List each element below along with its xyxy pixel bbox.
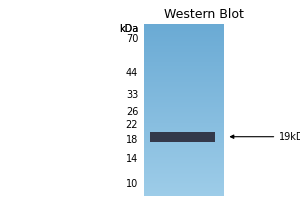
Text: 70: 70 xyxy=(126,34,138,44)
Text: 22: 22 xyxy=(126,120,138,130)
Text: 33: 33 xyxy=(126,90,138,100)
Text: 44: 44 xyxy=(126,68,138,78)
Text: 26: 26 xyxy=(126,107,138,117)
Text: 19kDa: 19kDa xyxy=(279,132,300,142)
Text: 10: 10 xyxy=(126,179,138,189)
Text: 18: 18 xyxy=(126,135,138,145)
Text: kDa: kDa xyxy=(119,24,138,34)
Text: Western Blot: Western Blot xyxy=(164,8,244,21)
Text: 14: 14 xyxy=(126,154,138,164)
Text: kDa: kDa xyxy=(119,24,138,34)
